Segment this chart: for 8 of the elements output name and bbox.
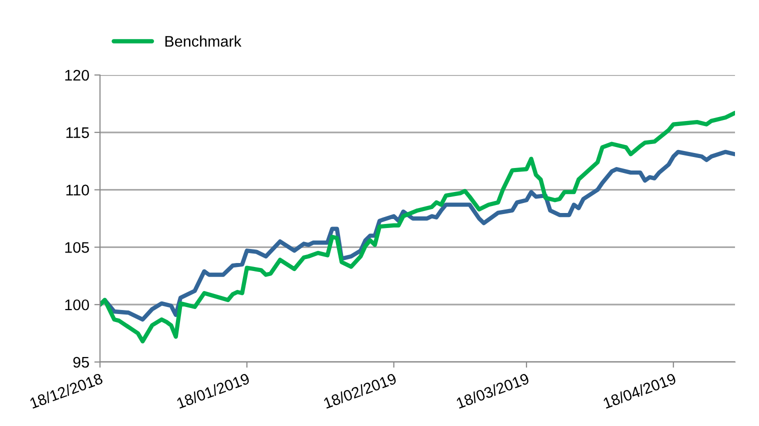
- y-tick-label: 105: [65, 242, 89, 253]
- y-tick-label: 120: [65, 70, 89, 81]
- legend-label: Benchmark: [165, 36, 242, 47]
- y-tick-label: 95: [73, 356, 89, 368]
- y-tick-label: 100: [65, 299, 89, 310]
- y-tick-label: 110: [66, 184, 89, 196]
- line-series: [100, 110, 735, 344]
- y-tick-label: 115: [66, 127, 89, 138]
